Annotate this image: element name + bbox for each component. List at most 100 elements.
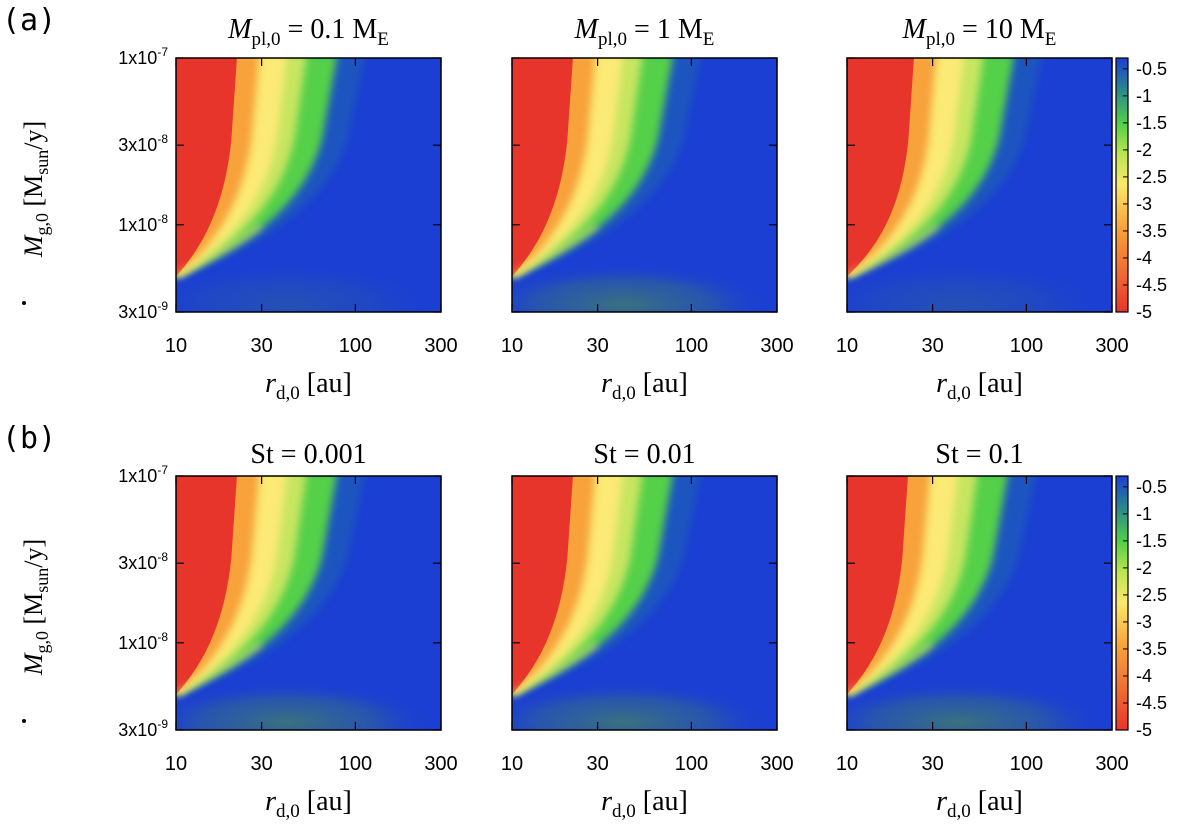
band-red: [176, 476, 237, 695]
colorbar-tick-label: -0.5: [1136, 477, 1167, 497]
x-tick-label: 100: [339, 753, 372, 775]
x-axis-label: rd,0 [au]: [265, 368, 352, 404]
title-sub: pl,0: [598, 29, 627, 50]
panel-frame: [175, 57, 442, 313]
heatmap-panel: [846, 475, 1113, 731]
boundary-seam: [176, 642, 262, 696]
x-tick-label: 300: [424, 753, 457, 775]
colorbar-tick-label: -3: [1136, 612, 1152, 632]
panel-frame: [511, 57, 778, 313]
heatmap-panel: [511, 57, 778, 313]
y-axis-var: M: [19, 234, 48, 258]
x-axis-sub: d,0: [612, 801, 636, 822]
y-tick-exp: -7: [157, 463, 168, 477]
labels-layer: (a)Mg,0 [Msun/y]1x10-73x10-81x10-83x10-9…: [2, 3, 1167, 822]
x-tick-label: 30: [586, 753, 608, 775]
boundary-seam: [512, 224, 598, 278]
x-axis-unit: [au]: [636, 786, 688, 817]
colorbar-tick-label: -1: [1136, 86, 1152, 106]
y-axis-var: M: [19, 652, 48, 676]
x-tick-label: 100: [339, 335, 372, 357]
colorbar-gradient: [1115, 475, 1129, 731]
colorbar-gradient: [1115, 57, 1129, 313]
title-var: M: [574, 14, 600, 45]
x-tick-label: 100: [1010, 335, 1043, 357]
colorbar-tick-label: -4: [1136, 248, 1152, 268]
y-axis-unit-open: [M: [19, 175, 48, 213]
boundary-seam: [176, 224, 262, 278]
colorbar-tick-label: -1: [1136, 504, 1152, 524]
x-axis-label: rd,0 [au]: [265, 786, 352, 822]
y-tick-label: 1x10-8: [118, 212, 168, 235]
region-dusty: [847, 682, 1105, 730]
x-axis-unit: [au]: [971, 368, 1023, 399]
band-red: [512, 58, 573, 277]
heatmap-panel: [175, 475, 442, 731]
panel-body: [176, 58, 441, 312]
x-tick-label: 30: [586, 335, 608, 357]
x-axis-var: r: [601, 368, 612, 399]
y-tick-exp: -8: [157, 630, 168, 644]
x-axis-unit: [au]: [636, 368, 688, 399]
boundary-seam: [512, 642, 598, 696]
x-axis-unit: [au]: [300, 368, 352, 399]
x-axis-var: r: [601, 786, 612, 817]
x-axis-var: r: [265, 786, 276, 817]
y-tick-base: 3x10: [118, 553, 157, 573]
y-axis-dot: [22, 719, 26, 723]
colorbar-tick-label: -3.5: [1136, 639, 1167, 659]
y-axis-unit-close: /y]: [19, 539, 48, 568]
y-tick-label: 1x10-7: [118, 45, 168, 68]
row-label: (b): [2, 421, 56, 456]
panel-body: [512, 58, 777, 312]
colorbar-tick-label: -0.5: [1136, 59, 1167, 79]
x-tick-label: 30: [921, 335, 943, 357]
panel-frame: [846, 475, 1113, 731]
title-sub: pl,0: [252, 29, 281, 50]
y-tick-label: 3x10-9: [118, 299, 168, 322]
panels-layer: [175, 57, 1129, 731]
x-axis-label: rd,0 [au]: [601, 368, 688, 404]
colorbar-tick-label: -4.5: [1136, 275, 1167, 295]
y-axis-label: Mg,0 [Msun/y]: [19, 121, 52, 258]
colorbar-tick-label: -5: [1136, 720, 1152, 740]
x-axis-sub: d,0: [947, 383, 971, 404]
y-tick-exp: -8: [157, 550, 168, 564]
x-tick-label: 30: [250, 753, 272, 775]
x-tick-label: 100: [675, 335, 708, 357]
x-tick-label: 300: [1095, 753, 1128, 775]
boundary-seam: [847, 642, 933, 696]
x-axis-label: rd,0 [au]: [936, 368, 1023, 404]
region-dusty: [176, 264, 434, 312]
y-tick-base: 1x10: [118, 466, 157, 486]
panel-title: St = 0.001: [250, 439, 366, 470]
y-tick-base: 1x10: [118, 48, 157, 68]
colorbar-tick-label: -3: [1136, 194, 1152, 214]
x-axis-sub: d,0: [947, 801, 971, 822]
x-tick-label: 10: [165, 753, 187, 775]
x-tick-label: 10: [165, 335, 187, 357]
x-tick-label: 10: [836, 753, 858, 775]
panel-title: Mpl,0 = 10 ME: [902, 14, 1057, 50]
panel-body: [847, 58, 1112, 312]
y-tick-label: 3x10-8: [118, 132, 168, 155]
y-axis-unit-sub: sun: [32, 150, 52, 175]
x-tick-label: 300: [1095, 335, 1128, 357]
y-tick-exp: -9: [157, 299, 168, 313]
title-unit-sub: E: [1045, 29, 1057, 50]
panel-body: [847, 476, 1112, 730]
title-unit-sub: E: [377, 29, 389, 50]
x-tick-label: 100: [1010, 753, 1043, 775]
y-tick-base: 1x10: [118, 215, 157, 235]
x-axis-var: r: [936, 368, 947, 399]
y-axis-unit-close: /y]: [19, 121, 48, 150]
x-axis-var: r: [936, 786, 947, 817]
title-var: M: [902, 14, 928, 45]
y-tick-base: 3x10: [118, 135, 157, 155]
x-tick-label: 300: [760, 753, 793, 775]
x-tick-label: 10: [836, 335, 858, 357]
region-dusty: [176, 682, 434, 730]
colorbar-tick-label: -1.5: [1136, 113, 1167, 133]
band-red: [512, 476, 573, 695]
